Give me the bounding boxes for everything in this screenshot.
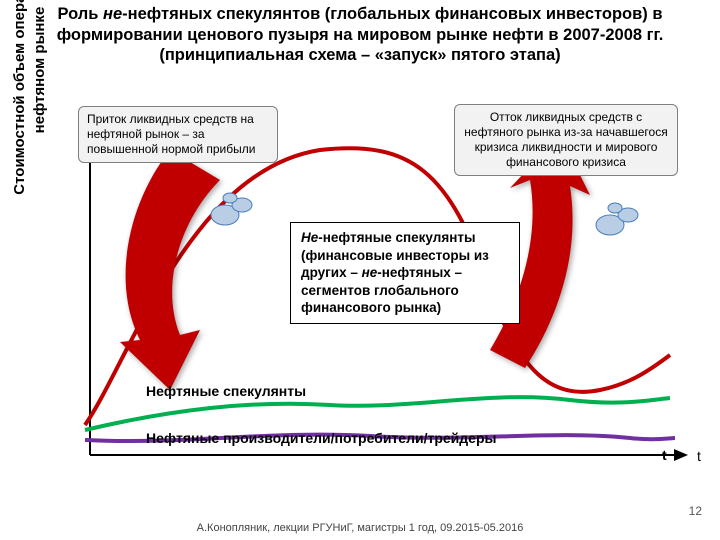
t-label-2: t [697, 448, 701, 464]
callout-inflow: Приток ликвидных средств на нефтяной рын… [78, 106, 278, 163]
callout-inflow-text: Приток ликвидных средств на нефтяной рын… [87, 112, 255, 156]
footer-credit: А.Конопляник, лекции РГУНиГ, магистры 1 … [0, 522, 720, 534]
title-ne: не [103, 5, 122, 23]
title-part2: -нефтяных спекулянтов (глобальных финанс… [57, 5, 664, 64]
slide-title: Роль не-нефтяных спекулянтов (глобальных… [0, 0, 720, 66]
title-part1: Роль [58, 5, 103, 23]
callout-outflow: Отток ликвидных средств с нефтяного рынк… [454, 104, 678, 176]
y-axis-label: Стоимостной объем операций на нефтяном р… [10, 0, 60, 220]
label-producers: Нефтяные производители/потребители/трейд… [146, 430, 496, 446]
t-label-1: t [662, 447, 667, 463]
inflow-arrow [120, 150, 220, 390]
slide-number: 12 [689, 504, 702, 518]
bubbles-right [596, 203, 638, 235]
non-oil-ne2: не [362, 265, 378, 280]
bubbles-left [211, 193, 252, 225]
callout-outflow-text: Отток ликвидных средств с нефтяного рынк… [464, 110, 667, 169]
curve-green [85, 397, 670, 430]
label-oil-speculators: Нефтяные спекулянты [146, 383, 306, 399]
non-oil-ne1: Не [301, 230, 318, 245]
label-non-oil-speculators: Не-нефтяные спекулянты (финансовые инвес… [290, 222, 520, 324]
